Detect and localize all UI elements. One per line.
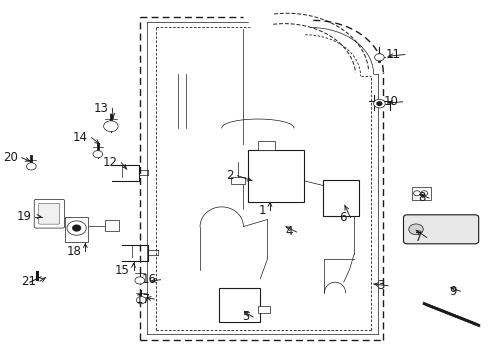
Bar [231, 177, 245, 184]
Text: 11: 11 [386, 48, 401, 61]
FancyBboxPatch shape [34, 199, 65, 228]
Bar [65, 217, 88, 242]
Bar [323, 180, 359, 216]
Text: 14: 14 [73, 131, 88, 144]
Bar [258, 140, 275, 149]
Circle shape [409, 224, 423, 235]
Circle shape [67, 221, 86, 235]
Text: 12: 12 [102, 156, 118, 169]
Text: 4: 4 [285, 225, 293, 238]
Circle shape [93, 150, 103, 158]
Circle shape [26, 163, 36, 170]
Circle shape [421, 191, 428, 196]
Circle shape [135, 277, 145, 284]
Text: 15: 15 [115, 264, 130, 277]
Text: 13: 13 [94, 102, 108, 115]
Text: 17: 17 [135, 293, 150, 306]
Bar [104, 220, 119, 231]
Circle shape [414, 191, 420, 196]
Text: 19: 19 [16, 210, 31, 223]
Text: 18: 18 [67, 244, 81, 257]
Circle shape [103, 121, 118, 132]
Circle shape [73, 225, 80, 231]
Text: 6: 6 [339, 211, 346, 224]
Text: 20: 20 [3, 151, 18, 164]
Text: 9: 9 [449, 285, 457, 298]
Text: 7: 7 [416, 231, 423, 244]
FancyBboxPatch shape [403, 215, 479, 244]
Circle shape [377, 102, 382, 105]
Text: 3: 3 [377, 279, 384, 292]
Circle shape [136, 297, 146, 304]
Text: 8: 8 [418, 192, 425, 204]
Text: 1: 1 [259, 204, 266, 217]
Bar [220, 288, 260, 321]
Bar [412, 187, 432, 200]
Text: 10: 10 [384, 95, 399, 108]
Text: 5: 5 [242, 310, 249, 324]
Bar [248, 149, 304, 202]
FancyBboxPatch shape [39, 203, 60, 224]
Bar [258, 306, 270, 313]
Circle shape [373, 99, 385, 108]
Text: 2: 2 [226, 169, 234, 182]
Text: 21: 21 [21, 275, 36, 288]
Circle shape [374, 54, 384, 61]
Text: 16: 16 [142, 273, 157, 286]
